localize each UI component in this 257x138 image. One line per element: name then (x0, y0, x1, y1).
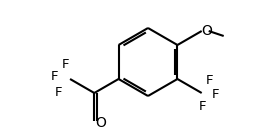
Text: O: O (95, 116, 106, 130)
Text: F: F (50, 71, 58, 83)
Text: F: F (61, 58, 69, 71)
Text: F: F (206, 75, 214, 87)
Text: F: F (199, 100, 206, 113)
Text: F: F (54, 86, 62, 99)
Text: F: F (212, 88, 219, 102)
Text: O: O (201, 24, 212, 38)
